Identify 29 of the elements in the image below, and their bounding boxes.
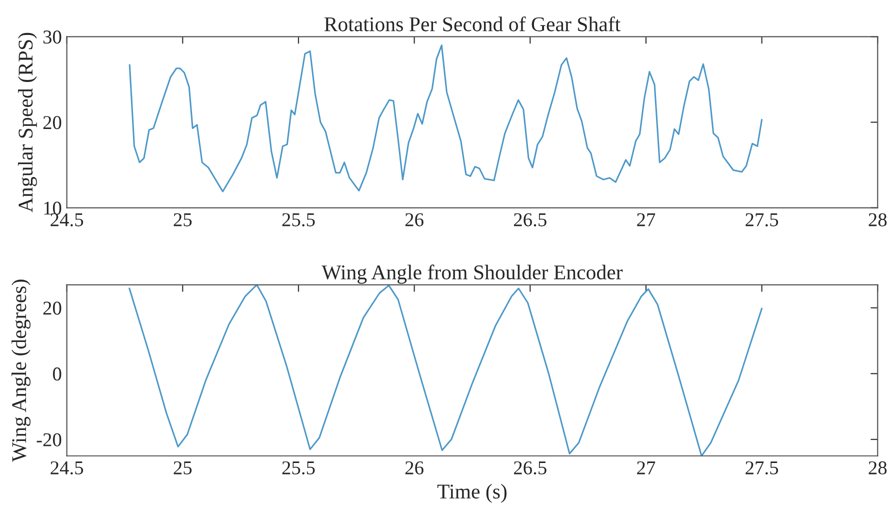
- line-series: [128, 284, 763, 456]
- x-tick-label: 27.5: [746, 213, 778, 226]
- x-tick-label: 26: [405, 213, 424, 226]
- y-axis-title: Angular Speed (RPS): [18, 32, 37, 212]
- chart-title: Wing Angle from Shoulder Encoder: [322, 264, 623, 284]
- x-tick-label: 28: [868, 213, 887, 226]
- y-tick-label: 20: [43, 302, 62, 315]
- y-tick-label: 30: [43, 30, 62, 44]
- y-tick-label: 20: [43, 116, 62, 130]
- x-tick-label: 25.5: [282, 461, 315, 475]
- y-tick-label: 10: [44, 202, 62, 215]
- x-tick-label: 28: [868, 461, 887, 474]
- x-tick-label: 25.5: [282, 213, 315, 226]
- y-tick-label: 0: [52, 367, 62, 381]
- x-tick-label: 27: [637, 461, 656, 474]
- x-tick-label: 24.5: [50, 213, 84, 226]
- x-tick-label: 25: [174, 461, 192, 474]
- x-tick-label: 27: [637, 213, 656, 226]
- x-tick-label: 26.5: [514, 461, 546, 475]
- chart-title: Rotations Per Second of Gear Shaft: [324, 16, 621, 32]
- y-tick-label: -20: [36, 433, 62, 446]
- line-series: [128, 44, 763, 192]
- x-tick-label: 26: [405, 461, 424, 474]
- x-tick-label: 25: [174, 213, 192, 226]
- x-tick-label: 24.5: [50, 461, 84, 475]
- x-tick-label: 26.5: [514, 213, 546, 226]
- y-axis-title: Wing Angle (degrees): [12, 280, 30, 462]
- x-axis-title: Time (s): [437, 484, 507, 503]
- x-tick-label: 27.5: [746, 461, 778, 475]
